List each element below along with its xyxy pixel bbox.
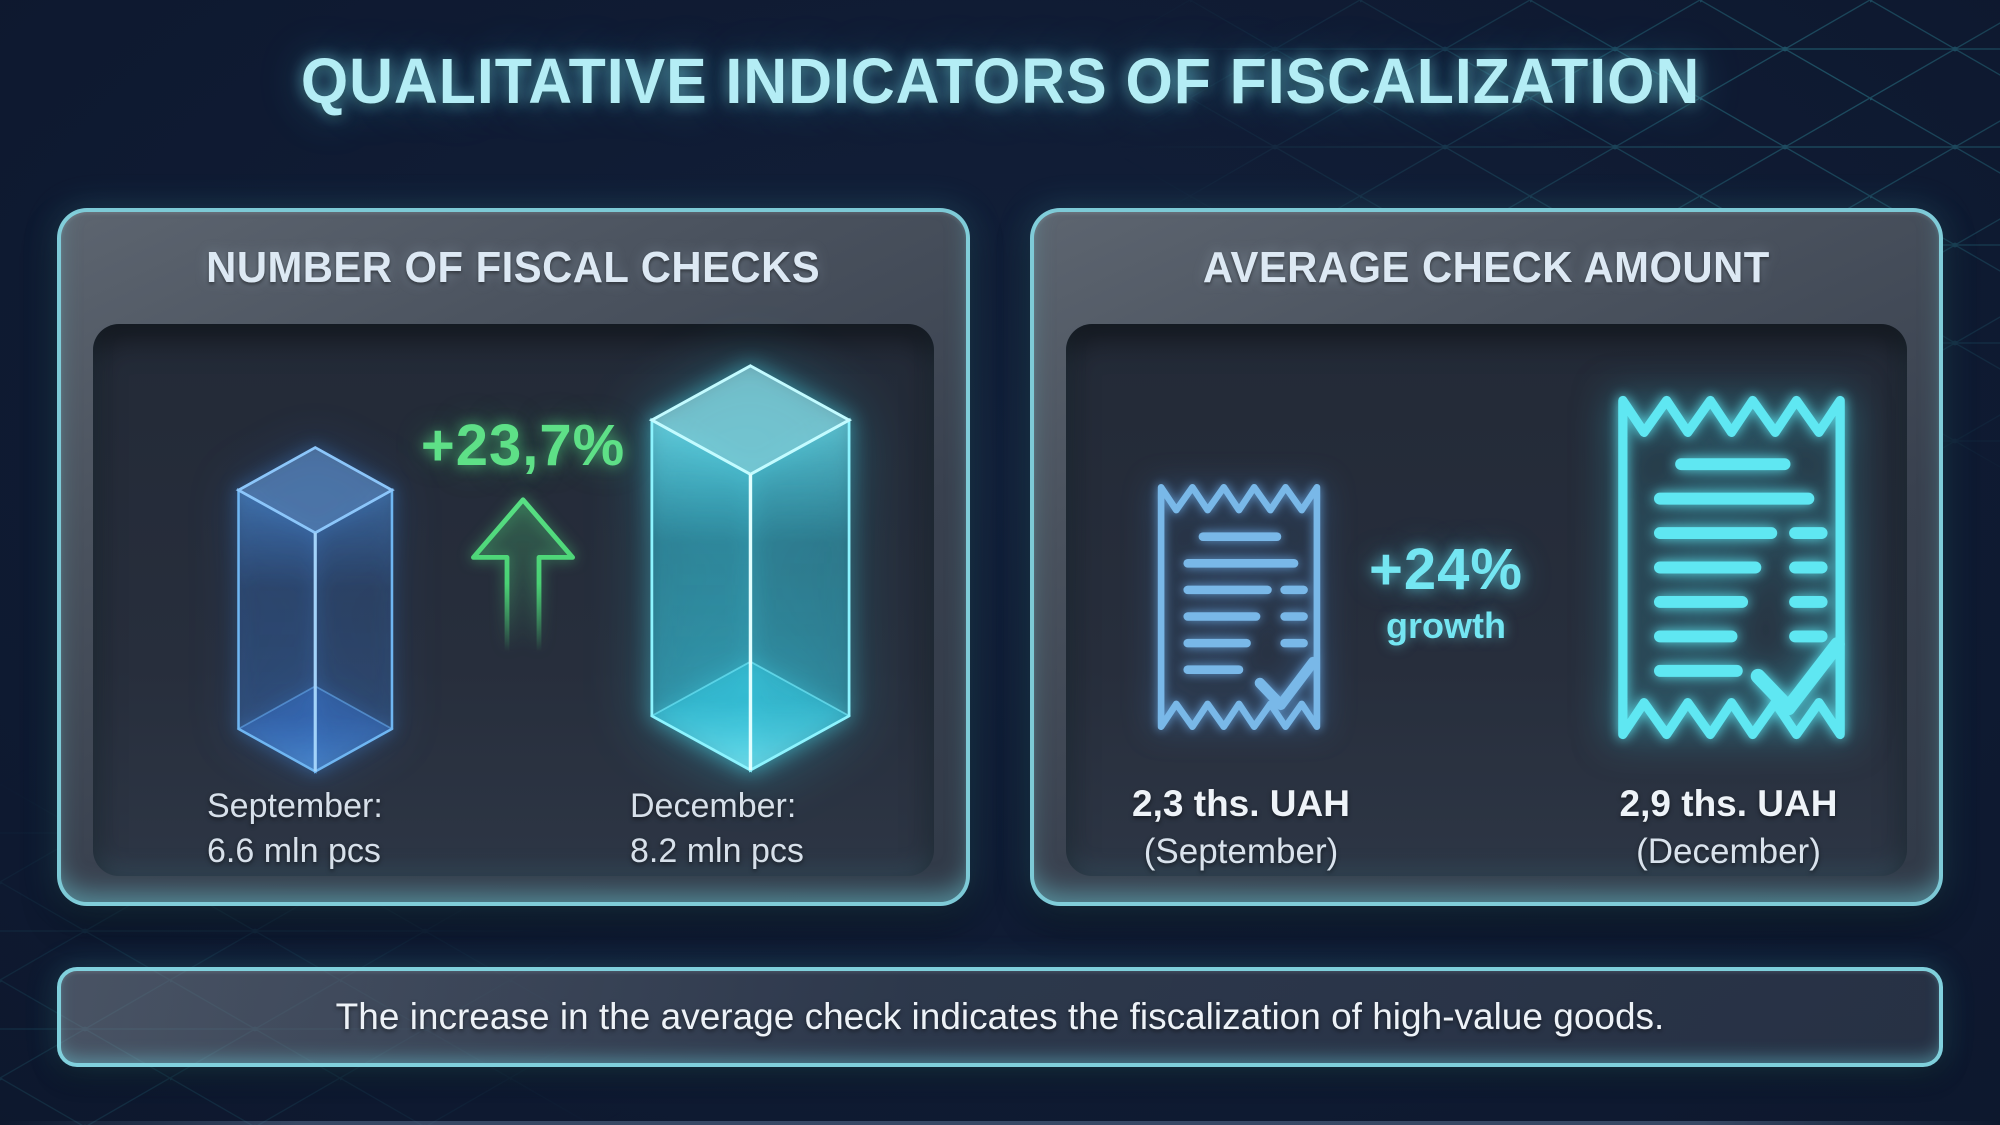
fiscal-checks-chart-area: +23,7% — [93, 324, 934, 876]
value-december: 2,9 ths. UAH (December) — [1581, 780, 1876, 874]
bar-september — [235, 445, 395, 774]
footer-note: The increase in the average check indica… — [57, 967, 1943, 1067]
label-december-value: 8.2 mln pcs — [630, 832, 804, 871]
receipt-december-icon — [1599, 382, 1864, 753]
growth-caption: growth — [1386, 605, 1506, 646]
label-september-month: September: — [207, 787, 383, 826]
value-december-period: (December) — [1636, 831, 1821, 871]
bottom-edge-highlight — [0, 1121, 2000, 1125]
receipt-september-icon — [1144, 474, 1334, 740]
average-check-chart-area: +24% growth 2,3 ths. UAH (September) 2,9… — [1066, 324, 1907, 876]
growth-block-right: +24% growth — [1346, 536, 1546, 647]
bar-september-wrap — [230, 439, 401, 780]
growth-percent-right: +24% — [1369, 537, 1523, 602]
value-december-amount: 2,9 ths. UAH — [1619, 783, 1838, 825]
growth-percent-left: +23,7% — [420, 413, 626, 478]
value-september-amount: 2,3 ths. UAH — [1132, 783, 1350, 825]
label-december: December: 8.2 mln pcs — [630, 784, 804, 874]
bar-december — [648, 364, 853, 773]
panels-row: NUMBER OF FISCAL CHECKS — [57, 208, 1943, 906]
panel-fiscal-checks: NUMBER OF FISCAL CHECKS — [57, 208, 970, 906]
value-september: 2,3 ths. UAH (September) — [1096, 780, 1386, 874]
panel-average-check: AVERAGE CHECK AMOUNT — [1030, 208, 1943, 906]
page-title: QUALITATIVE INDICATORS OF FISCALIZATION — [300, 45, 1700, 117]
growth-block-left: +23,7% — [413, 412, 633, 660]
growth-arrow-icon — [471, 497, 575, 655]
value-september-period: (September) — [1143, 831, 1339, 871]
footer-note-text: The increase in the average check indica… — [335, 996, 1665, 1037]
label-september: September: 6.6 mln pcs — [207, 784, 383, 874]
panel-fiscal-checks-header: NUMBER OF FISCAL CHECKS — [206, 243, 821, 292]
label-september-value: 6.6 mln pcs — [207, 832, 381, 871]
bar-december-wrap — [642, 356, 859, 780]
panel-average-check-header: AVERAGE CHECK AMOUNT — [1203, 243, 1770, 292]
label-december-month: December: — [630, 787, 797, 826]
